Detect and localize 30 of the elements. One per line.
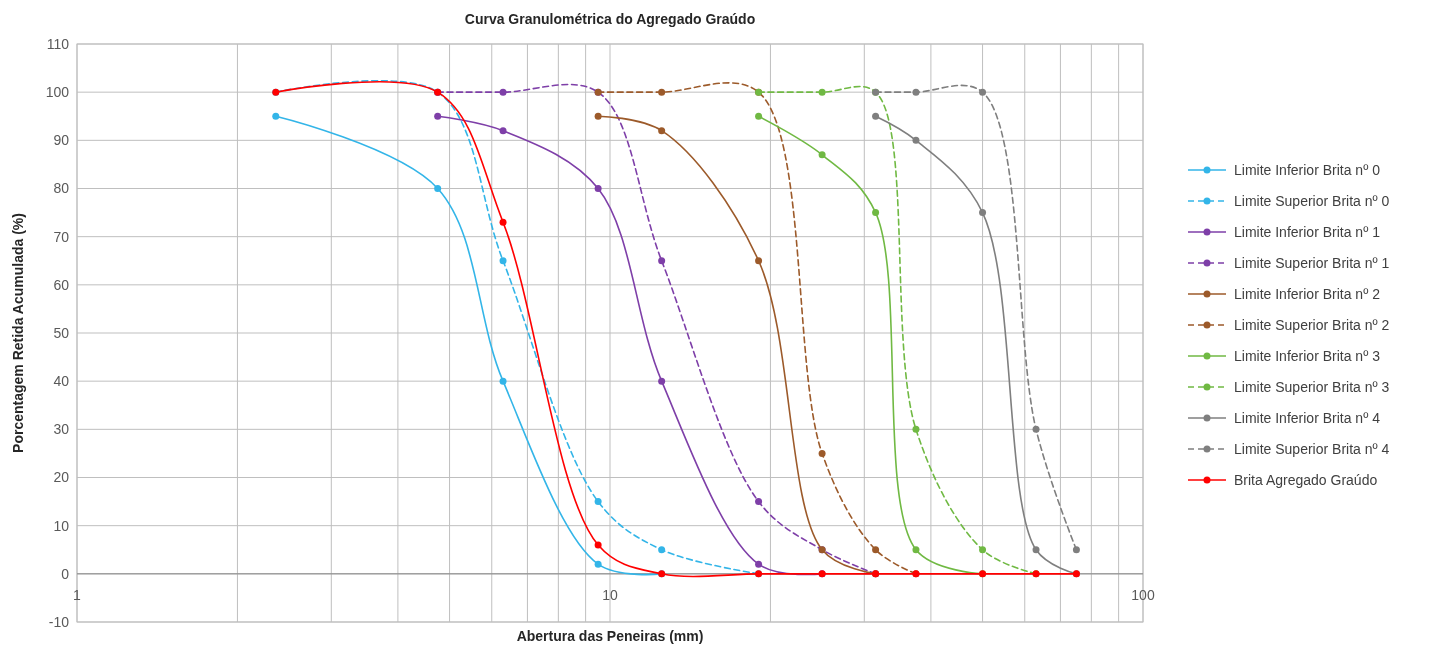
legend-label: Limite Superior Brita nº 1: [1234, 254, 1390, 271]
legend-label: Limite Inferior Brita nº 1: [1234, 223, 1381, 240]
x-tick-label: 1: [73, 586, 82, 603]
legend-label: Limite Inferior Brita nº 0: [1234, 161, 1381, 178]
y-tick-label: 60: [53, 276, 70, 293]
y-tick-label: 80: [53, 180, 70, 197]
legend-label: Limite Superior Brita nº 4: [1234, 440, 1390, 457]
legend-label: Limite Superior Brita nº 2: [1234, 316, 1390, 333]
y-tick-label: 0: [61, 565, 70, 582]
y-tick-label: 30: [53, 421, 70, 438]
y-tick-label: 20: [53, 469, 70, 486]
y-axis-title: Porcentagem Retida Acumulada (%): [10, 213, 26, 453]
chart-title: Curva Granulométrica do Agregado Graúdo: [464, 11, 756, 27]
legend-label: Limite Superior Brita nº 3: [1234, 378, 1390, 395]
legend-label: Brita Agregado Graúdo: [1234, 471, 1378, 488]
legend-label: Limite Inferior Brita nº 2: [1234, 285, 1381, 302]
y-tick-label: -10: [48, 613, 70, 630]
legend-label: Limite Inferior Brita nº 4: [1234, 409, 1381, 426]
x-axis-title: Abertura das Peneiras (mm): [516, 628, 704, 644]
y-tick-label: 90: [53, 132, 70, 149]
y-tick-label: 40: [53, 373, 70, 390]
legend-label: Limite Superior Brita nº 0: [1234, 192, 1390, 209]
x-tick-label: 100: [1131, 586, 1155, 603]
y-tick-label: 70: [53, 228, 70, 245]
y-tick-label: 50: [53, 324, 70, 341]
x-tick-label: 10: [602, 586, 618, 603]
y-tick-label: 110: [46, 35, 70, 52]
y-tick-label: 10: [53, 517, 70, 534]
y-tick-label: 100: [45, 84, 70, 101]
legend-label: Limite Inferior Brita nº 3: [1234, 347, 1381, 364]
